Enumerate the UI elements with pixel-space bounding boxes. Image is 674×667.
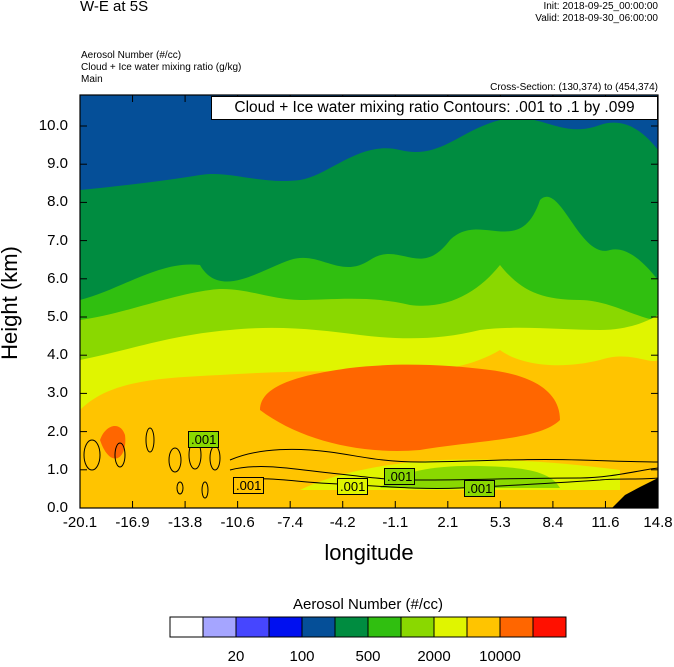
y-tick-label: 4.0 — [47, 346, 68, 364]
y-tick-label: 5.0 — [47, 308, 68, 325]
contour-label: .001 — [337, 478, 369, 495]
x-tick-label: -7.4 — [277, 514, 304, 531]
contour-label: .001 — [384, 468, 416, 485]
y-tick-label: 1.0 — [47, 460, 68, 478]
colorbar-swatch — [202, 616, 237, 638]
x-tick-label: 14.8 — [643, 514, 673, 531]
contour-label: .001 — [464, 480, 496, 497]
band-orange — [260, 364, 560, 451]
valid-time: Valid: 2018-09-30_06:00:00 — [535, 13, 658, 24]
field-label-main: Main — [81, 74, 103, 85]
y-tick-label: 3.0 — [47, 384, 68, 402]
y-tick-label: 10.0 — [38, 117, 68, 134]
colorbar-title: Aerosol Number (#/cc) — [292, 596, 444, 613]
x-tick-label: -13.8 — [167, 514, 203, 531]
colorbar-swatch — [169, 616, 204, 638]
x-tick-label: -1.1 — [382, 514, 409, 531]
colorbar-label: 10000 — [479, 648, 521, 665]
y-tick-label: 0.0 — [47, 499, 68, 516]
colorbar-swatch — [334, 616, 369, 638]
y-tick-label: 2.0 — [47, 422, 68, 440]
field-label-aerosol: Aerosol Number (#/cc) — [81, 50, 182, 61]
colorbar-swatch — [532, 616, 567, 638]
y-tick-label: 6.0 — [47, 269, 68, 287]
x-tick-label: -10.6 — [220, 514, 255, 531]
plot-frame — [79, 94, 659, 509]
colorbar-swatch — [235, 616, 270, 638]
cross-section-label: Cross-Section: (130,374) to (454,374) — [490, 82, 658, 93]
colorbar-swatch — [367, 616, 402, 638]
contour-label: .001 — [188, 431, 220, 448]
x-tick-label: 11.6 — [591, 514, 620, 531]
y-tick-label: 7.0 — [47, 231, 68, 249]
colorbar-swatch — [400, 616, 435, 638]
x-tick-label: -20.1 — [62, 514, 98, 531]
x-tick-label: 5.3 — [489, 514, 511, 531]
contour-info-box: Cloud + Ice water mixing ratio Contours:… — [211, 96, 658, 120]
init-time: Init: 2018-09-25_00:00:00 — [543, 1, 658, 12]
colorbar-swatch — [499, 616, 534, 638]
band-low-green — [380, 465, 560, 488]
contour-label: .001 — [233, 477, 265, 494]
x-tick-label: -4.2 — [329, 514, 356, 531]
band-orange-left — [100, 425, 126, 459]
field-label-cloud: Cloud + Ice water mixing ratio (g/kg) — [81, 62, 242, 73]
terrain — [612, 478, 658, 508]
colorbar — [169, 616, 567, 638]
y-tick-label: 8.0 — [47, 193, 68, 211]
plot-title: W-E at 5S — [80, 0, 149, 15]
colorbar-swatch — [466, 616, 501, 638]
colorbar-label: 2000 — [417, 648, 451, 665]
filled-contours — [80, 95, 658, 508]
x-axis-label: longitude — [324, 540, 414, 565]
colorbar-label: 500 — [355, 648, 381, 665]
colorbar-label: 20 — [227, 648, 245, 665]
colorbar-swatch — [433, 616, 468, 638]
x-tick-label: 2.1 — [437, 514, 459, 531]
y-tick-label: 9.0 — [47, 155, 68, 173]
colorbar-swatch — [301, 616, 336, 638]
cloud-contours — [83, 427, 658, 499]
colorbar-label: 100 — [289, 648, 315, 665]
x-tick-label: 8.4 — [542, 514, 564, 531]
colorbar-swatch — [268, 616, 303, 638]
x-tick-label: -16.9 — [115, 514, 150, 531]
